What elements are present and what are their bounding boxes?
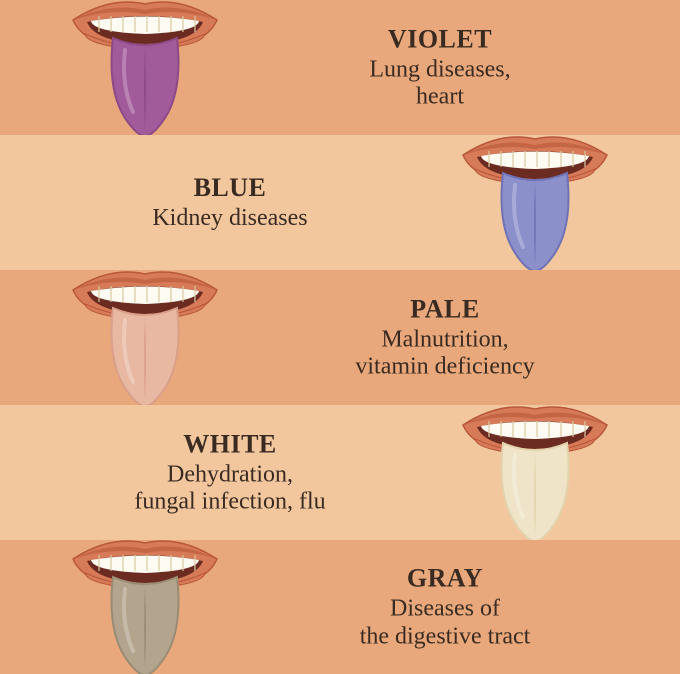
desc-blue: Kidney diseases [70,205,390,233]
infographic-canvas: VIOLETLung diseases, heart BLUEKidney di… [0,0,680,674]
title-violet: VIOLET [280,24,600,54]
tongue-gray [55,529,235,674]
row-pale: PALEMalnutrition, vitamin deficiency [0,270,680,405]
text-white: WHITEDehydration, fungal infection, flu [70,429,390,516]
text-violet: VIOLETLung diseases, heart [280,24,600,111]
text-pale: PALEMalnutrition, vitamin deficiency [285,294,605,381]
text-gray: GRAYDiseases of the digestive tract [285,563,605,650]
title-white: WHITE [70,429,390,459]
mouth-tongue-illustration [445,125,625,275]
row-gray: GRAYDiseases of the digestive tract [0,540,680,674]
desc-violet: Lung diseases, heart [280,56,600,111]
tongue-violet [55,0,235,140]
row-white: WHITEDehydration, fungal infection, flu [0,405,680,540]
row-blue: BLUEKidney diseases [0,135,680,270]
mouth-tongue-illustration [55,529,235,674]
mouth-tongue-illustration [55,260,235,410]
desc-gray: Diseases of the digestive tract [285,595,605,650]
tongue-blue [445,125,625,275]
title-pale: PALE [285,294,605,324]
mouth-tongue-illustration [55,0,235,140]
tongue-pale [55,260,235,410]
title-blue: BLUE [70,173,390,203]
desc-white: Dehydration, fungal infection, flu [70,461,390,516]
tongue-white [445,395,625,545]
row-violet: VIOLETLung diseases, heart [0,0,680,135]
title-gray: GRAY [285,563,605,593]
mouth-tongue-illustration [445,395,625,545]
desc-pale: Malnutrition, vitamin deficiency [285,326,605,381]
text-blue: BLUEKidney diseases [70,173,390,233]
